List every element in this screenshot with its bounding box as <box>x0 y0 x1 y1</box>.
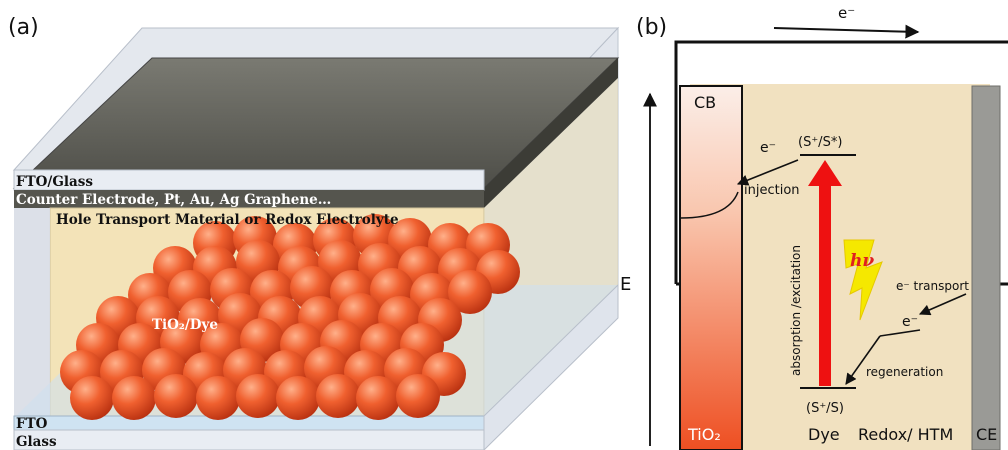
left-spacer <box>14 208 50 418</box>
ce-label: CE <box>976 425 997 444</box>
hv-lightning-icon <box>843 239 883 321</box>
injection-label: injection <box>744 183 800 198</box>
label-htm: Hole Transport Material or Redox Electro… <box>56 212 399 228</box>
tio2-sphere <box>196 376 240 420</box>
tio2-sphere <box>70 376 114 420</box>
tio2-sphere <box>236 374 280 418</box>
tio2-label: TiO₂ <box>687 425 721 444</box>
energy-axis-label: E <box>620 274 631 295</box>
regeneration-arrow-a <box>879 329 921 337</box>
counter-electrode-right <box>484 58 618 208</box>
regeneration-arrow-b <box>845 335 881 385</box>
panel-b-label: (b) <box>636 15 667 40</box>
tio2-sphere <box>112 376 156 420</box>
panel-a-label: (a) <box>8 15 39 40</box>
hv-label: hν <box>850 251 874 271</box>
injection-electron-label: e⁻ <box>760 140 776 156</box>
circuit-electron-label: e⁻ <box>838 4 855 22</box>
tio2-sphere <box>276 376 320 420</box>
external-circuit <box>674 40 1008 284</box>
excited-level-label: (S⁺/S*) <box>798 135 842 150</box>
transport-label: e⁻ transport <box>896 279 969 293</box>
redox-label: Redox/ HTM <box>858 425 953 444</box>
circuit-electron-arrow <box>773 24 920 39</box>
counter-electrode-strip <box>14 190 484 208</box>
tio2-sphere <box>396 374 440 418</box>
tio2-spheres <box>60 214 520 420</box>
panel-a: (a) FTO/Glass Counter Electrode, Pt, Au,… <box>8 15 620 450</box>
absorption-label: absorption /excitation <box>789 245 803 376</box>
tio2-sphere <box>356 376 400 420</box>
label-tio2-dye: TiO₂/Dye <box>152 317 218 333</box>
dye-label: Dye <box>808 425 840 444</box>
tio2-box <box>679 85 743 450</box>
ground-level-label: (S⁺/S) <box>806 401 844 416</box>
label-glass-bottom: Glass <box>16 434 57 450</box>
tio2-sphere <box>448 270 492 314</box>
panel-b: (b) e⁻ E CB TiO₂ CE (S⁺/S*) (S⁺/S) absor… <box>620 4 1008 450</box>
regen-electron-label: e⁻ <box>902 314 918 330</box>
label-fto-bottom: FTO <box>16 416 48 432</box>
absorption-arrow <box>808 160 842 386</box>
tio2-sphere <box>316 374 360 418</box>
regeneration-label: regeneration <box>866 365 943 379</box>
ce-bar <box>971 85 1001 450</box>
glass-bottom-strip <box>13 429 485 450</box>
tio2-sphere <box>154 374 198 418</box>
cb-label: CB <box>694 93 716 112</box>
tio2-conduction-band-edge <box>680 191 739 219</box>
transport-arrow <box>918 293 967 316</box>
label-counter-electrode: Counter Electrode, Pt, Au, Ag Graphene… <box>16 192 331 208</box>
label-fto-glass-top: FTO/Glass <box>16 174 93 190</box>
glass-bottom-right <box>483 283 619 450</box>
injection-arrow <box>736 159 799 186</box>
